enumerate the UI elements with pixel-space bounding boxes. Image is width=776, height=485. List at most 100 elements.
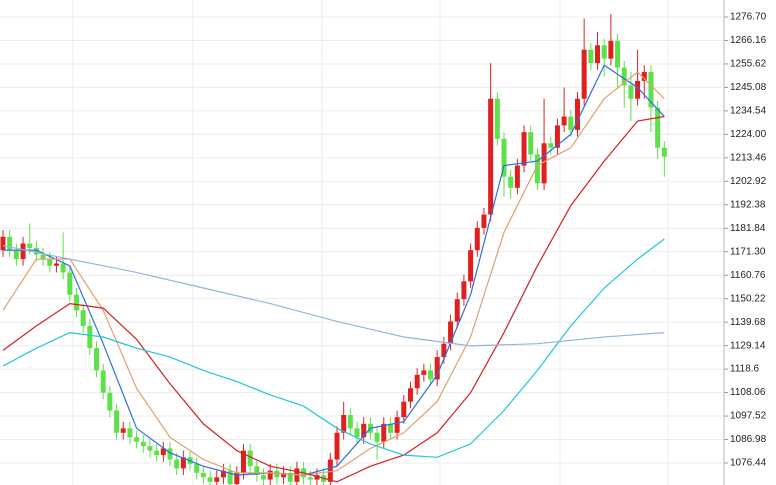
- candle-body: [87, 325, 93, 349]
- candle-body: [394, 417, 400, 433]
- candle-body: [601, 45, 607, 59]
- candle-body: [53, 263, 59, 266]
- candle-body: [641, 72, 647, 81]
- candle-body: [13, 250, 19, 260]
- candle-body: [488, 98, 494, 215]
- candle-body: [414, 374, 420, 389]
- y-tick-label: 1139.68: [730, 317, 766, 328]
- candle-body: [240, 450, 246, 473]
- candle-body: [648, 72, 654, 108]
- ma-line: [2, 71, 665, 476]
- candle-body: [281, 472, 287, 478]
- y-tick-label: 1192.38: [730, 199, 766, 210]
- candle-body: [441, 343, 447, 358]
- candle-body: [454, 299, 460, 322]
- candle-body: [174, 459, 180, 469]
- y-tick-label: 1129.14: [730, 340, 766, 351]
- candle-body: [508, 176, 514, 188]
- candle-body: [47, 259, 53, 266]
- candle-body: [180, 457, 186, 469]
- y-tick-label: 1245.08: [730, 82, 767, 93]
- candle-body: [448, 321, 454, 344]
- candle-body: [200, 472, 206, 478]
- candle-body: [140, 441, 146, 447]
- candle-body: [247, 450, 253, 467]
- y-tick-label: 1108.06: [730, 387, 766, 398]
- candle-body: [494, 98, 500, 139]
- candle-body: [407, 388, 413, 402]
- candle-body: [314, 475, 320, 480]
- v-grid: [72, 0, 669, 485]
- candle-body: [621, 67, 627, 86]
- y-tick-label: 1213.46: [730, 152, 767, 163]
- candle-body: [114, 410, 120, 433]
- ma-line: [3, 64, 665, 476]
- candle-body: [428, 370, 434, 380]
- candle-body: [381, 423, 387, 442]
- candle-body: [127, 428, 133, 438]
- candle-body: [220, 470, 226, 478]
- candle-body: [234, 472, 240, 485]
- ma-line: [2, 238, 665, 458]
- y-tick-label: 1234.54: [730, 106, 767, 117]
- candle-body: [468, 250, 474, 282]
- candle-body: [94, 348, 100, 371]
- candle-body: [474, 227, 480, 251]
- y-tick-label: 1202.92: [730, 176, 767, 187]
- candle-body: [214, 477, 220, 482]
- candle-body: [227, 470, 233, 485]
- candle-body: [80, 310, 86, 326]
- candle-body: [274, 470, 280, 478]
- ma-line: [2, 245, 665, 347]
- candle-body: [354, 428, 360, 438]
- candle-body: [361, 423, 367, 438]
- candle-body: [347, 414, 353, 429]
- candle-body: [561, 116, 567, 126]
- candle-body: [588, 49, 594, 64]
- y-tick-label: 1076.44: [730, 458, 767, 469]
- candle-body: [40, 254, 46, 260]
- y-tick-label: 1097.52: [730, 411, 767, 422]
- y-tick-label: 1150.22: [730, 293, 766, 304]
- candle-body: [27, 243, 33, 248]
- candle-body: [541, 143, 547, 184]
- candle-body: [0, 236, 6, 251]
- candle-body: [554, 125, 560, 148]
- candle-body: [661, 147, 667, 157]
- candle-body: [608, 40, 614, 59]
- candle-body: [287, 472, 293, 482]
- candle-body: [461, 281, 467, 300]
- y-tick-label: 1118.6: [730, 364, 760, 375]
- candle-body: [574, 98, 580, 130]
- candle-body: [107, 392, 113, 411]
- candle-body: [167, 448, 173, 460]
- y-tick-label: 1276.70: [730, 12, 767, 23]
- y-tick-label: 1255.62: [730, 59, 767, 70]
- candle-body: [421, 370, 427, 375]
- candle-body: [261, 475, 267, 480]
- candle-body: [154, 450, 160, 456]
- candle-body: [434, 357, 440, 380]
- candle-body: [501, 138, 507, 177]
- y-tick-label: 1171.30: [730, 246, 766, 257]
- candle-body: [334, 432, 340, 460]
- candle-body: [307, 477, 313, 480]
- candle-body: [207, 477, 213, 482]
- ma-line: [2, 115, 665, 483]
- candle-body: [33, 247, 39, 255]
- y-tick-label: 1160.76: [730, 270, 766, 281]
- candle-body: [655, 107, 661, 148]
- candle-body: [267, 470, 273, 480]
- candle-body: [521, 132, 527, 166]
- candle-body: [100, 370, 106, 393]
- candle-body: [534, 154, 540, 184]
- candle-body: [548, 143, 554, 148]
- candle-body: [528, 132, 534, 155]
- candle-body: [134, 437, 140, 442]
- candle-body: [73, 294, 79, 311]
- candle-body: [568, 116, 574, 130]
- candle-body: [254, 466, 260, 476]
- candle-body: [581, 49, 587, 99]
- candle-body: [374, 432, 380, 442]
